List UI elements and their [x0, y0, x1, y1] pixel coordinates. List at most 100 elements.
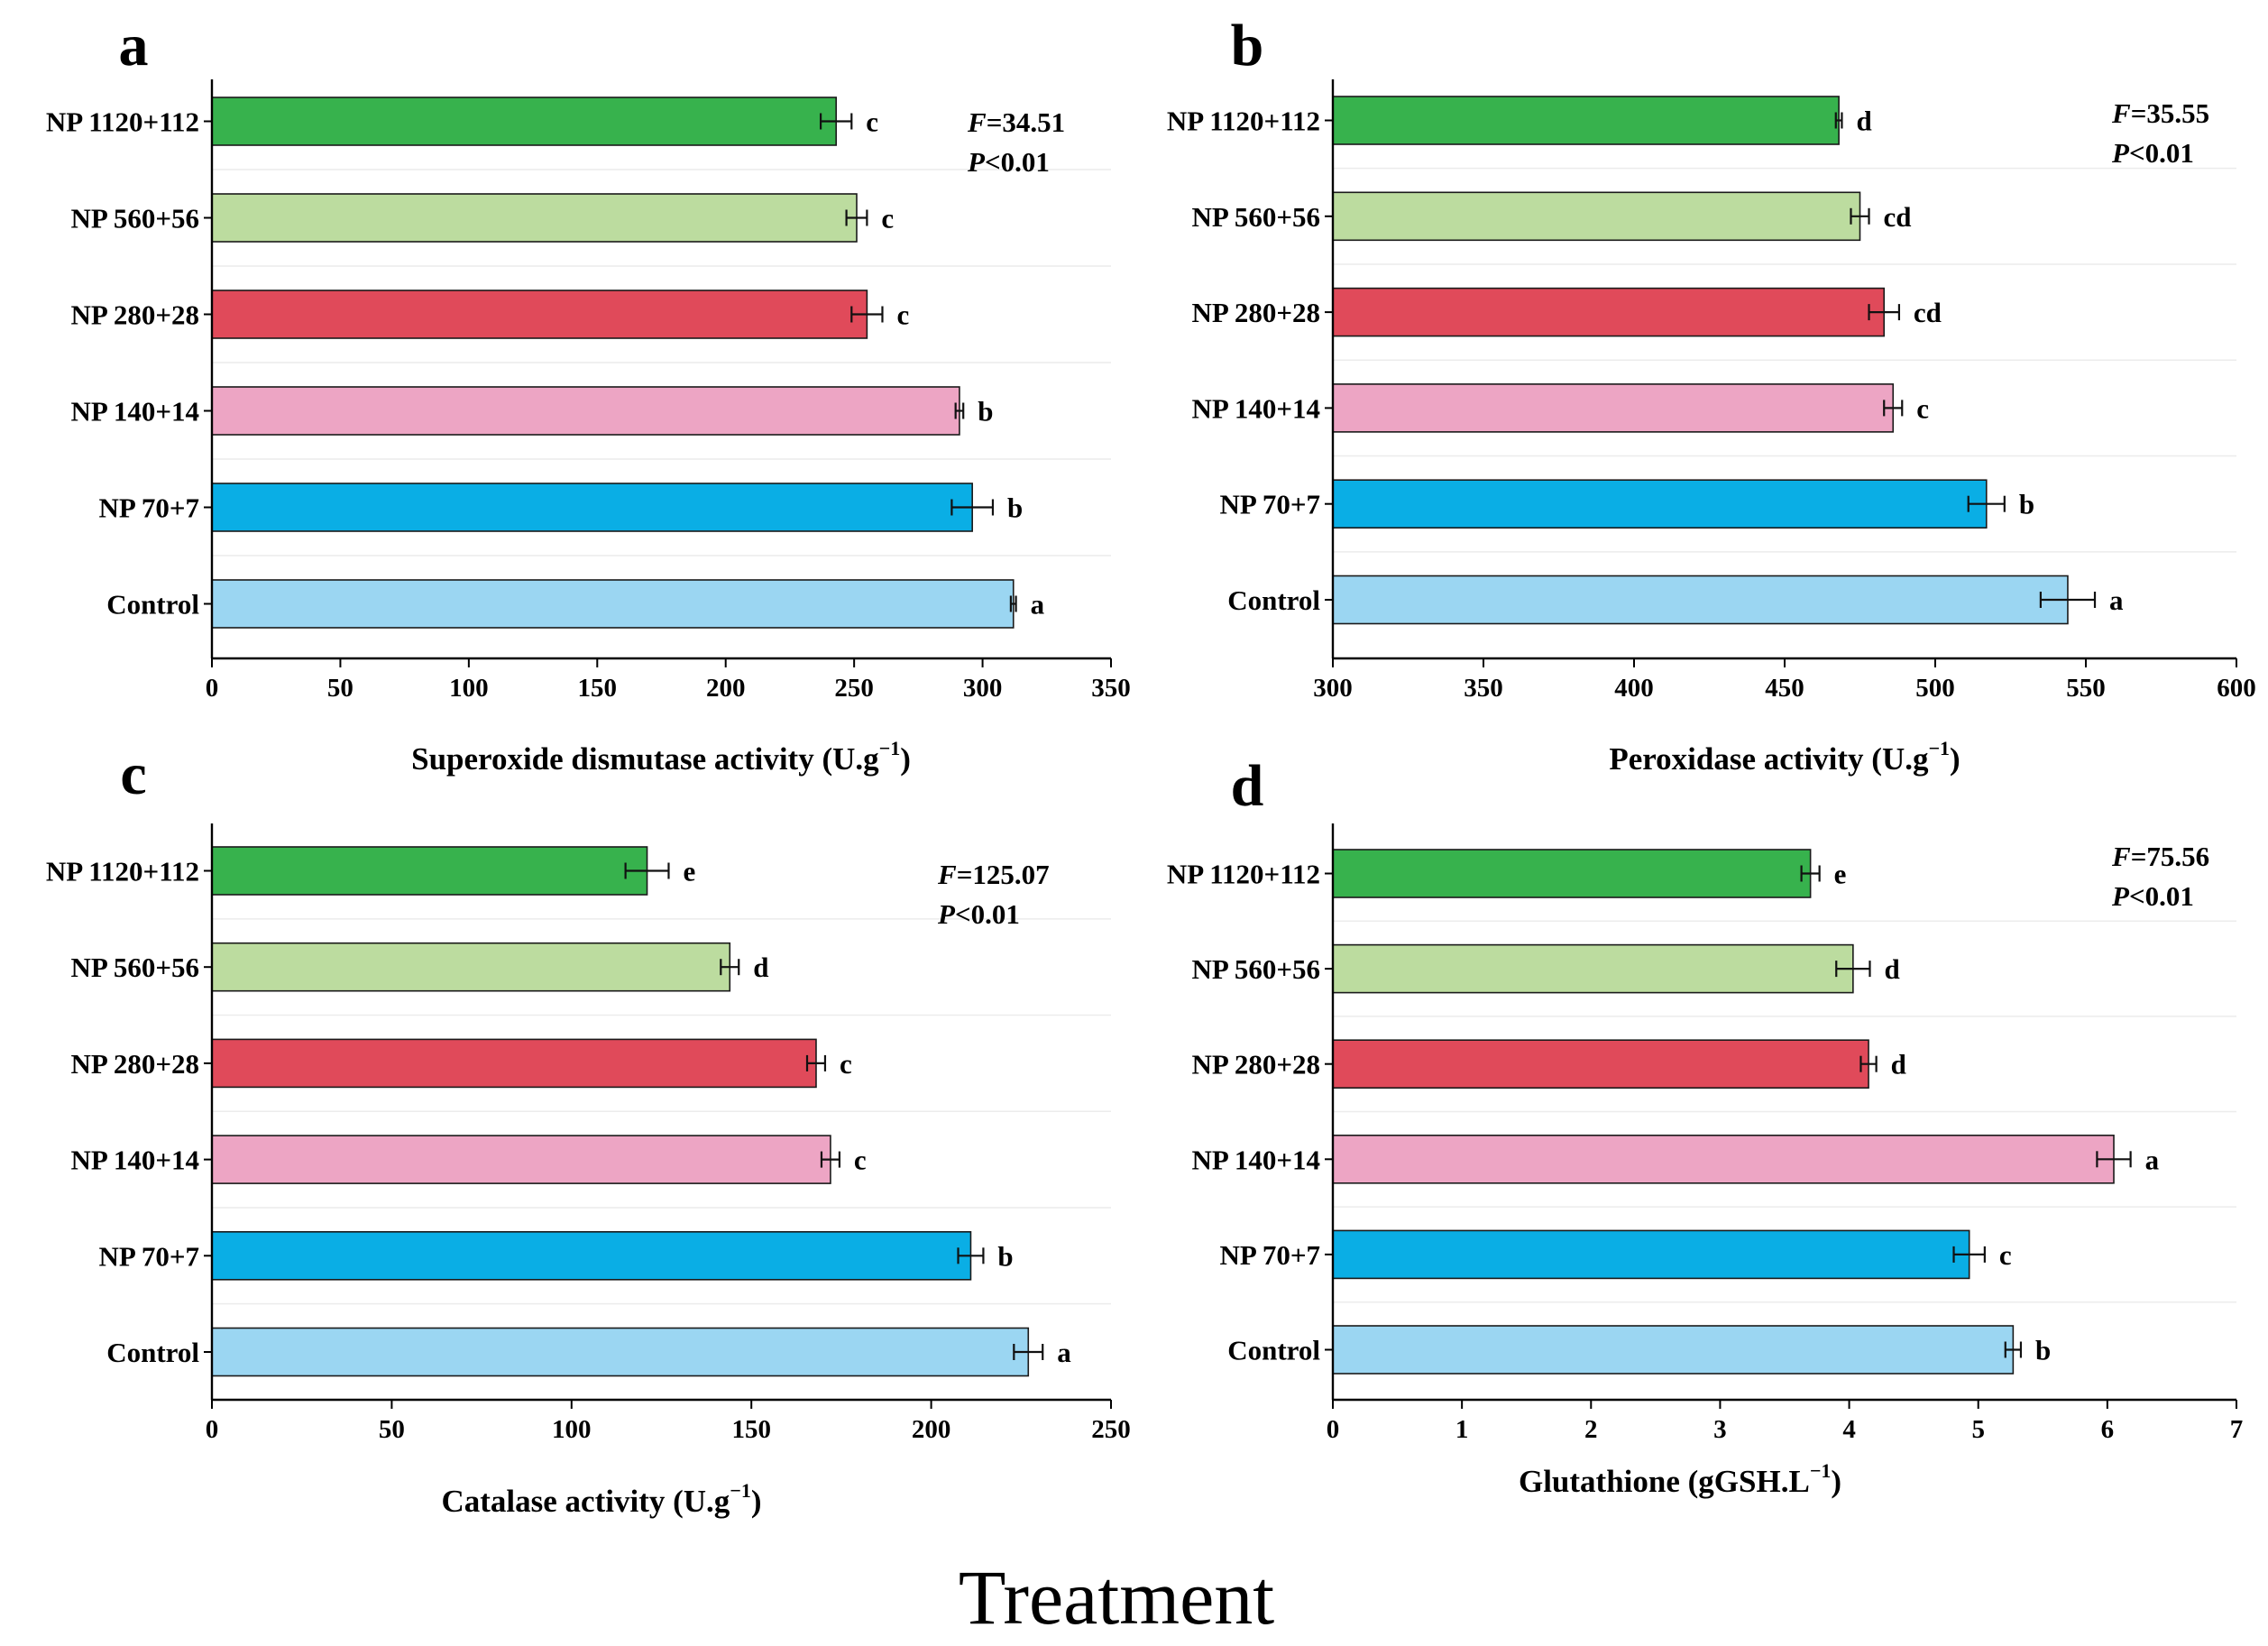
significance-label-a-0: c [866, 106, 878, 138]
x-axis-label-main-d: Glutathione (gGSH.L [1519, 1464, 1810, 1499]
significance-label-b-5: a [2109, 584, 2124, 616]
category-label-b-1: NP 560+56 [1191, 201, 1320, 233]
category-label-d-3: NP 140+14 [1191, 1144, 1320, 1175]
significance-label-d-4: c [1999, 1239, 2012, 1271]
bar-d-0 [1332, 849, 1812, 898]
significance-label-d-1: d [1884, 953, 1899, 985]
stat-f-symbol-a: F [967, 106, 987, 138]
bar-b-1 [1332, 191, 1861, 242]
significance-label-d-2: d [1891, 1049, 1906, 1080]
stat-p-value-d: <0.01 [2129, 880, 2194, 912]
panel-letter-d: d [1231, 753, 1264, 819]
significance-label-c-5: a [1057, 1337, 1071, 1368]
category-label-b-0: NP 1120+112 [1167, 106, 1320, 137]
category-label-d-0: NP 1120+112 [1167, 859, 1320, 890]
bar-a-0 [211, 97, 838, 146]
x-tick-label-a-2: 100 [449, 674, 489, 703]
stat-f-symbol-c: F [937, 859, 957, 890]
x-tick-label-a-3: 150 [578, 674, 618, 703]
x-axis-label-main-c: Catalase activity (U.g [442, 1484, 730, 1519]
category-label-c-4: NP 70+7 [98, 1240, 199, 1272]
x-axis-label-close-b: ) [1950, 741, 1960, 777]
x-axis-label-c: Catalase activity (U.g−1) [442, 1479, 762, 1519]
stat-f-c: F=125.07 [937, 859, 1050, 890]
x-tick-label-d-5: 5 [1971, 1415, 1985, 1444]
x-axis-label-main-a: Superoxide dismutase activity (U.g [411, 741, 879, 777]
x-tick-label-d-3: 3 [1713, 1415, 1727, 1444]
bar-d-5 [1332, 1325, 2015, 1375]
stat-p-symbol-d: P [2111, 880, 2130, 912]
stat-p-value-a: <0.01 [985, 146, 1050, 178]
panel-letter-c: c [120, 741, 146, 807]
significance-label-a-1: c [881, 203, 894, 234]
category-label-a-0: NP 1120+112 [46, 106, 199, 138]
x-axis-label-close-d: ) [1831, 1464, 1841, 1499]
bar-b-4 [1332, 479, 1988, 529]
x-tick-label-c-1: 50 [379, 1415, 405, 1444]
category-label-d-1: NP 560+56 [1191, 953, 1320, 985]
stat-f-a: F=34.51 [967, 106, 1065, 138]
figure-xlabel: Treatment [959, 1554, 1274, 1641]
stat-p-symbol-b: P [2111, 137, 2130, 169]
bar-c-0 [211, 846, 648, 896]
x-tick-label-d-2: 2 [1584, 1415, 1598, 1444]
stat-f-symbol-b: F [2111, 97, 2131, 129]
significance-label-b-4: b [2019, 489, 2034, 520]
bar-c-1 [211, 942, 731, 992]
x-axis-label-main-b: Peroxidase activity (U.g [1609, 741, 1929, 777]
x-tick-label-d-1: 1 [1455, 1415, 1469, 1444]
significance-label-c-3: c [854, 1145, 867, 1176]
x-tick-label-a-1: 50 [327, 674, 354, 703]
stat-p-b: P<0.01 [2111, 137, 2194, 169]
category-label-b-2: NP 280+28 [1191, 297, 1320, 328]
significance-label-c-1: d [753, 952, 768, 983]
stat-f-value-a: =34.51 [987, 106, 1065, 138]
category-label-d-2: NP 280+28 [1191, 1049, 1320, 1080]
x-axis-label-sup-d: −1 [1810, 1459, 1832, 1482]
x-tick-label-b-6: 600 [2217, 674, 2256, 703]
bar-d-3 [1332, 1135, 2115, 1184]
stat-p-a: P<0.01 [967, 146, 1050, 178]
significance-label-b-0: d [1856, 106, 1871, 137]
category-label-d-5: Control [1227, 1335, 1320, 1366]
x-axis-label-sup-a: −1 [879, 737, 901, 759]
bar-c-3 [211, 1135, 831, 1184]
x-tick-label-c-3: 150 [731, 1415, 771, 1444]
bar-b-0 [1332, 96, 1840, 145]
bar-b-2 [1332, 287, 1886, 337]
x-tick-label-b-3: 450 [1765, 674, 1804, 703]
significance-label-a-4: b [1007, 492, 1023, 524]
stat-p-symbol-c: P [937, 898, 956, 930]
bar-a-5 [211, 579, 1015, 629]
x-tick-label-c-2: 100 [552, 1415, 592, 1444]
category-label-a-3: NP 140+14 [70, 396, 199, 428]
x-tick-label-c-5: 250 [1091, 1415, 1131, 1444]
x-axis-label-close-a: ) [900, 741, 911, 777]
category-label-c-1: NP 560+56 [70, 952, 199, 983]
x-axis-label-sup-c: −1 [730, 1479, 751, 1502]
significance-label-b-1: cd [1884, 201, 1912, 233]
stat-f-value-d: =75.56 [2131, 841, 2209, 872]
category-label-b-5: Control [1227, 584, 1320, 616]
category-label-b-3: NP 140+14 [1191, 392, 1320, 424]
x-tick-label-a-6: 300 [963, 674, 1003, 703]
bar-d-4 [1332, 1229, 1970, 1280]
x-tick-label-d-7: 7 [2230, 1415, 2244, 1444]
bar-a-3 [211, 386, 960, 436]
x-tick-label-a-5: 250 [834, 674, 874, 703]
bar-d-1 [1332, 943, 1854, 994]
x-axis-label-sup-b: −1 [1928, 737, 1950, 759]
x-tick-label-a-0: 0 [206, 674, 219, 703]
significance-label-d-5: b [2035, 1335, 2051, 1366]
significance-label-a-5: a [1031, 589, 1045, 621]
x-axis-label-d: Glutathione (gGSH.L−1) [1519, 1459, 1841, 1499]
stat-f-value-b: =35.55 [2131, 97, 2209, 129]
bar-c-4 [211, 1231, 972, 1281]
bar-c-2 [211, 1038, 817, 1089]
bar-a-1 [211, 193, 858, 243]
stat-p-value-b: <0.01 [2129, 137, 2194, 169]
category-label-c-2: NP 280+28 [70, 1048, 199, 1080]
category-label-d-4: NP 70+7 [1219, 1239, 1320, 1271]
stat-f-b: F=35.55 [2111, 97, 2209, 129]
